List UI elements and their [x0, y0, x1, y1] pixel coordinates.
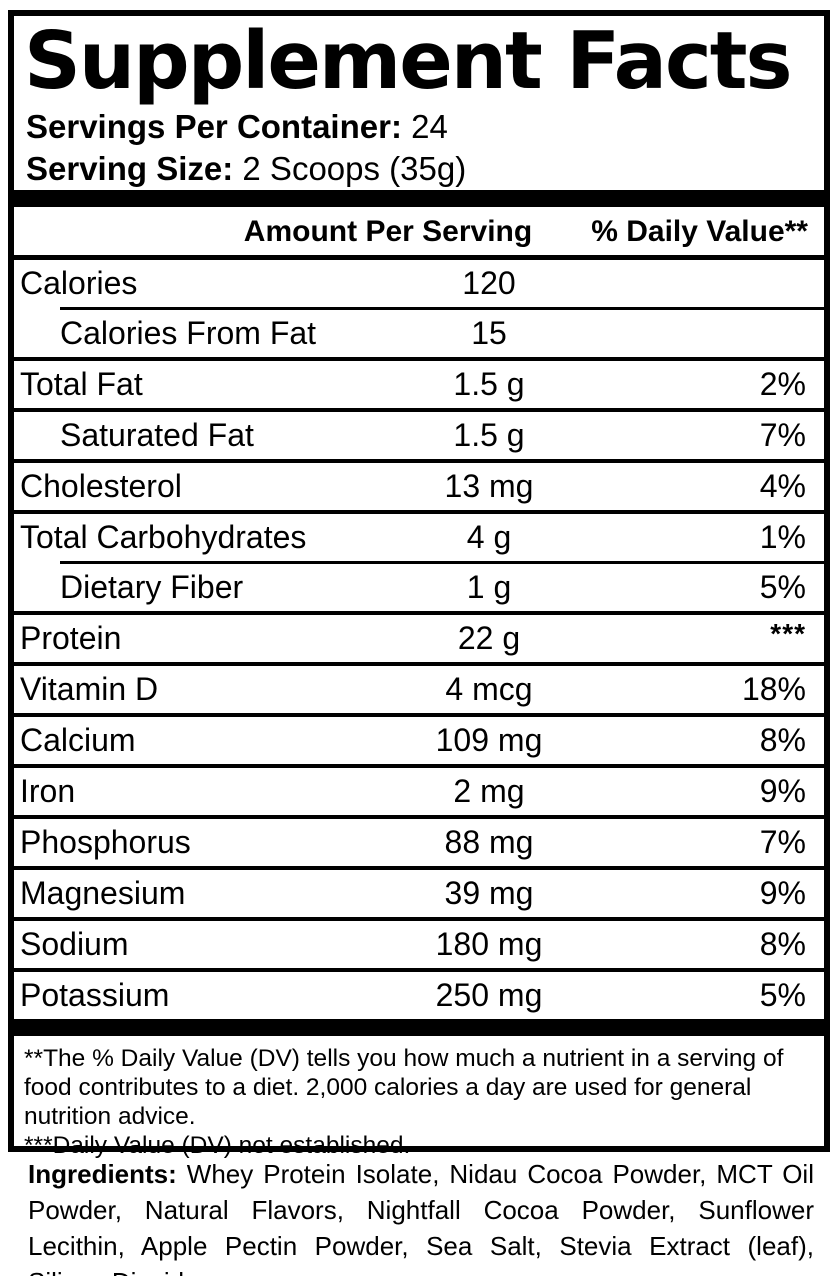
row-divider [14, 815, 824, 819]
row-divider [14, 713, 824, 717]
nutrient-name: Cholesterol [20, 468, 182, 504]
nutrient-amount: 120 [462, 265, 516, 301]
separator-bar-bottom [14, 1019, 824, 1036]
ingredients-section: Ingredients: Whey Protein Isolate, Nidau… [28, 1156, 814, 1276]
table-header: Amount Per Serving % Daily Value** [14, 207, 824, 255]
row-total-fat: Total Fat 1.5 g 2% [14, 361, 824, 408]
nutrient-dv: 5% [759, 569, 806, 605]
nutrient-amount: 1 g [466, 569, 512, 605]
nutrient-name: Magnesium [20, 875, 186, 911]
nutrient-dv: 9% [759, 773, 806, 809]
nutrient-name: Sodium [20, 926, 129, 962]
row-divider [14, 459, 824, 463]
row-potassium: Potassium 250 mg 5% [14, 972, 824, 1019]
row-vitamin-d: Vitamin D 4 mcg 18% [14, 666, 824, 713]
row-divider [60, 307, 824, 310]
nutrient-amount: 180 mg [435, 926, 543, 962]
nutrient-amount: 250 mg [435, 977, 543, 1013]
nutrient-amount: 1.5 g [453, 417, 525, 453]
nutrient-amount: 1.5 g [453, 366, 525, 402]
nutrient-name: Vitamin D [20, 671, 159, 707]
row-calories: Calories 120 [14, 260, 824, 307]
nutrient-amount: 15 [471, 315, 507, 351]
nutrient-amount: 39 mg [444, 875, 534, 911]
row-saturated-fat: Saturated Fat 1.5 g 7% [14, 412, 824, 459]
row-iron: Iron 2 mg 9% [14, 768, 824, 815]
nutrient-dv: 18% [741, 671, 806, 707]
nutrient-name: Saturated Fat [60, 417, 254, 453]
row-cholesterol: Cholesterol 13 mg 4% [14, 463, 824, 510]
nutrient-name: Potassium [20, 977, 170, 1013]
row-protein: Protein 22 g *** [14, 615, 824, 662]
ingredients-text: Whey Protein Isolate, Nidau Cocoa Powder… [28, 1159, 814, 1276]
panel-title: Supplement Facts [24, 15, 793, 107]
row-divider [14, 408, 824, 412]
supplement-facts-panel: Supplement Facts Servings Per Container:… [8, 10, 830, 1159]
nutrient-name: Phosphorus [20, 824, 191, 860]
servings-per-container-label: Servings Per Container: [26, 108, 402, 145]
nutrient-dv: *** [770, 618, 806, 649]
row-divider [14, 917, 824, 921]
nutrient-dv: 4% [759, 468, 806, 504]
row-dietary-fiber: Dietary Fiber 1 g 5% [14, 564, 824, 611]
footnotes: **The % Daily Value (DV) tells you how m… [14, 1036, 824, 1160]
nutrient-dv: 7% [759, 417, 806, 453]
nutrient-dv: 7% [759, 824, 806, 860]
row-calories-from-fat: Calories From Fat 15 [14, 310, 824, 357]
row-divider [14, 968, 824, 972]
nutrient-amount: 22 g [457, 620, 521, 656]
nutrient-amount: 109 mg [435, 722, 543, 758]
nutrient-name: Calories From Fat [60, 315, 317, 351]
row-sodium: Sodium 180 mg 8% [14, 921, 824, 968]
ingredients-paragraph: Ingredients: Whey Protein Isolate, Nidau… [28, 1156, 814, 1276]
row-total-carbohydrates: Total Carbohydrates 4 g 1% [14, 514, 824, 561]
nutrient-amount: 4 mcg [445, 671, 533, 707]
header-amount-per-serving: Amount Per Serving [243, 215, 533, 248]
nutrient-dv: 5% [759, 977, 806, 1013]
nutrient-amount: 2 mg [453, 773, 525, 809]
row-calcium: Calcium 109 mg 8% [14, 717, 824, 764]
row-divider [14, 662, 824, 666]
row-divider [14, 764, 824, 768]
serving-size-value: 2 Scoops (35g) [242, 150, 467, 187]
nutrient-dv: 8% [759, 722, 806, 758]
servings-per-container-value: 24 [411, 108, 448, 145]
nutrient-name: Total Carbohydrates [20, 519, 307, 555]
nutrient-name: Calories [20, 265, 138, 301]
nutrient-name: Dietary Fiber [60, 569, 244, 605]
nutrient-dv: 2% [759, 366, 806, 402]
servings-per-container: Servings Per Container: 24 [14, 106, 824, 148]
nutrient-name: Iron [20, 773, 76, 809]
header-underline [14, 255, 824, 260]
row-divider [14, 866, 824, 870]
row-divider [14, 510, 824, 514]
serving-size: Serving Size: 2 Scoops (35g) [14, 148, 824, 190]
row-divider [14, 357, 824, 361]
nutrient-name: Calcium [20, 722, 136, 758]
serving-size-label: Serving Size: [26, 150, 234, 187]
nutrient-dv: 1% [759, 519, 806, 555]
row-divider [14, 611, 824, 615]
nutrient-dv: 8% [759, 926, 806, 962]
nutrient-name: Protein [20, 620, 122, 656]
row-divider [60, 561, 824, 564]
separator-bar-top [14, 190, 824, 207]
nutrient-name: Total Fat [20, 366, 143, 402]
nutrient-amount: 88 mg [444, 824, 534, 860]
row-magnesium: Magnesium 39 mg 9% [14, 870, 824, 917]
header-daily-value: % Daily Value** [591, 215, 808, 248]
nutrient-amount: 13 mg [444, 468, 534, 504]
row-phosphorus: Phosphorus 88 mg 7% [14, 819, 824, 866]
nutrient-amount: 4 g [466, 519, 512, 555]
ingredients-label: Ingredients: [28, 1159, 177, 1189]
daily-value-footnote: **The % Daily Value (DV) tells you how m… [24, 1045, 784, 1130]
nutrient-dv: 9% [759, 875, 806, 911]
not-established-footnote: ***Daily Value (DV) not established. [24, 1132, 411, 1159]
